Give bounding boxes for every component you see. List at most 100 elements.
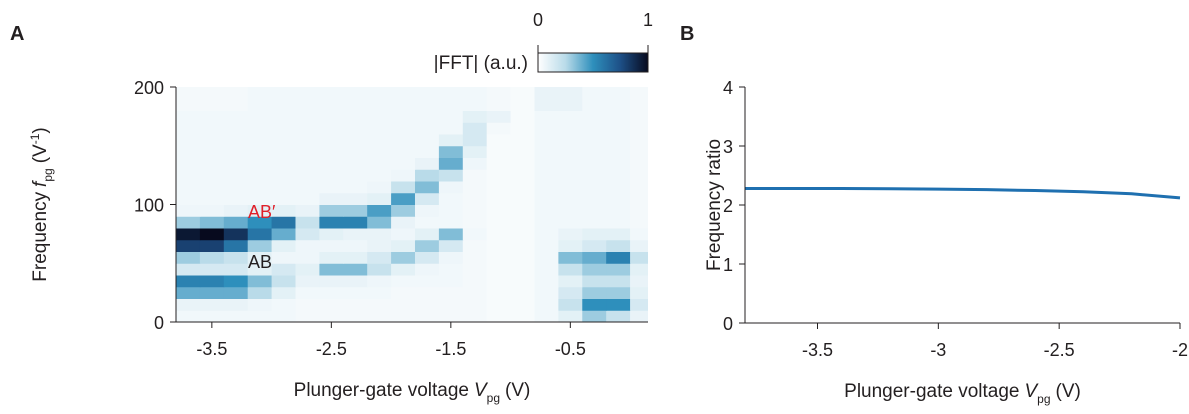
axis-label-part: Plunger-gate voltage bbox=[294, 380, 469, 401]
heatmap-cell bbox=[199, 110, 225, 123]
heatmap-cell bbox=[486, 286, 512, 299]
heatmap-cell bbox=[510, 239, 535, 252]
axis-label: Frequency fpg (V-1) bbox=[28, 127, 55, 281]
heatmap-cell bbox=[438, 310, 464, 322]
heatmap-cell bbox=[319, 134, 344, 147]
heatmap-cell bbox=[414, 122, 440, 135]
x-tick-label: -2.5 bbox=[1044, 340, 1075, 360]
heatmap-cell bbox=[367, 181, 392, 194]
line-series bbox=[745, 186, 1181, 200]
heatmap-cell bbox=[558, 98, 583, 111]
heatmap-cell bbox=[271, 181, 296, 194]
heatmap-cell bbox=[199, 169, 225, 182]
heatmap-cell bbox=[247, 145, 273, 158]
heatmap-cell bbox=[582, 298, 607, 311]
heatmap-cell bbox=[295, 122, 320, 135]
heatmap-cell bbox=[247, 110, 273, 123]
heatmap-cell bbox=[271, 87, 296, 100]
heatmap-cell bbox=[199, 275, 225, 288]
heatmap-cell bbox=[462, 263, 488, 276]
panel-label: B bbox=[680, 23, 694, 45]
heatmap-cell bbox=[630, 310, 648, 322]
heatmap-cell bbox=[295, 169, 320, 182]
heatmap-cell bbox=[558, 110, 583, 123]
heatmap-cell bbox=[606, 251, 631, 264]
heatmap-cell bbox=[271, 145, 296, 158]
heatmap-cell bbox=[582, 275, 607, 288]
heatmap-cell bbox=[391, 181, 416, 194]
heatmap-cell bbox=[199, 122, 225, 135]
heatmap-cell bbox=[414, 298, 440, 311]
heatmap-cell bbox=[223, 87, 249, 100]
heatmap-cell bbox=[486, 192, 512, 205]
heatmap-cell bbox=[295, 286, 320, 299]
heatmap-cell bbox=[367, 145, 392, 158]
heatmap-cell bbox=[391, 228, 416, 241]
heatmap-cell bbox=[534, 251, 559, 264]
heatmap-cell bbox=[295, 110, 320, 123]
heatmap-cell bbox=[199, 310, 225, 322]
heatmap-cell bbox=[414, 87, 440, 100]
heatmap-cell bbox=[367, 157, 392, 170]
heatmap-cell bbox=[271, 286, 296, 299]
heatmap-cell bbox=[534, 216, 559, 229]
heatmap-cell bbox=[630, 157, 648, 170]
heatmap-cell bbox=[438, 298, 464, 311]
y-tick-label: 200 bbox=[134, 78, 164, 98]
heatmap-cell bbox=[271, 228, 296, 241]
x-tick-label: -3 bbox=[930, 340, 946, 360]
heatmap-cell bbox=[343, 110, 368, 123]
heatmap-cell bbox=[343, 204, 368, 217]
heatmap-cell bbox=[486, 157, 512, 170]
heatmap-cell bbox=[319, 239, 344, 252]
heatmap-cell bbox=[510, 110, 535, 123]
heatmap-cell bbox=[534, 181, 559, 194]
heatmap-cell bbox=[558, 134, 583, 147]
heatmap-cell bbox=[582, 263, 607, 276]
heatmap-cell bbox=[606, 98, 631, 111]
heatmap-cell bbox=[414, 263, 440, 276]
heatmap-cell bbox=[271, 251, 296, 264]
heatmap-cell bbox=[414, 145, 440, 158]
axis-label-part: -1 bbox=[28, 133, 42, 144]
heatmap-cell bbox=[510, 145, 535, 158]
heatmap-cell bbox=[606, 228, 631, 241]
axis-label-part: Plunger-gate voltage bbox=[844, 381, 1019, 402]
heatmap-cell bbox=[462, 239, 488, 252]
heatmap-cell bbox=[247, 310, 273, 322]
x-tick-label: -2.5 bbox=[316, 339, 347, 359]
heatmap-cell bbox=[534, 169, 559, 182]
heatmap-cell bbox=[176, 298, 201, 311]
heatmap-cell bbox=[199, 286, 225, 299]
axis-label: Plunger-gate voltage Vpg (V) bbox=[844, 381, 1081, 406]
heatmap-cell bbox=[223, 157, 249, 170]
heatmap-cell bbox=[223, 145, 249, 158]
heatmap-cell bbox=[223, 181, 249, 194]
annotation: AB′ bbox=[248, 202, 276, 222]
heatmap-cell bbox=[510, 286, 535, 299]
heatmap-cell bbox=[295, 251, 320, 264]
heatmap bbox=[176, 87, 648, 322]
heatmap-cell bbox=[510, 169, 535, 182]
heatmap-cell bbox=[486, 181, 512, 194]
heatmap-cell bbox=[510, 87, 535, 100]
axis-label-part: f bbox=[30, 180, 51, 187]
heatmap-cell bbox=[510, 263, 535, 276]
heatmap-cell bbox=[486, 98, 512, 111]
heatmap-cell bbox=[223, 110, 249, 123]
heatmap-cell bbox=[176, 134, 201, 147]
heatmap-cell bbox=[223, 169, 249, 182]
heatmap-cell bbox=[438, 275, 464, 288]
heatmap-cell bbox=[223, 134, 249, 147]
heatmap-cell bbox=[367, 275, 392, 288]
heatmap-cell bbox=[199, 216, 225, 229]
heatmap-cell bbox=[247, 134, 273, 147]
x-tick-label: -1.5 bbox=[435, 339, 466, 359]
y-tick-label: 4 bbox=[723, 78, 733, 98]
axis-label: Plunger-gate voltage Vpg (V) bbox=[294, 380, 531, 405]
heatmap-cell bbox=[247, 263, 273, 276]
heatmap-cell bbox=[271, 216, 296, 229]
heatmap-cell bbox=[630, 169, 648, 182]
heatmap-cell bbox=[176, 169, 201, 182]
heatmap-cell bbox=[414, 204, 440, 217]
